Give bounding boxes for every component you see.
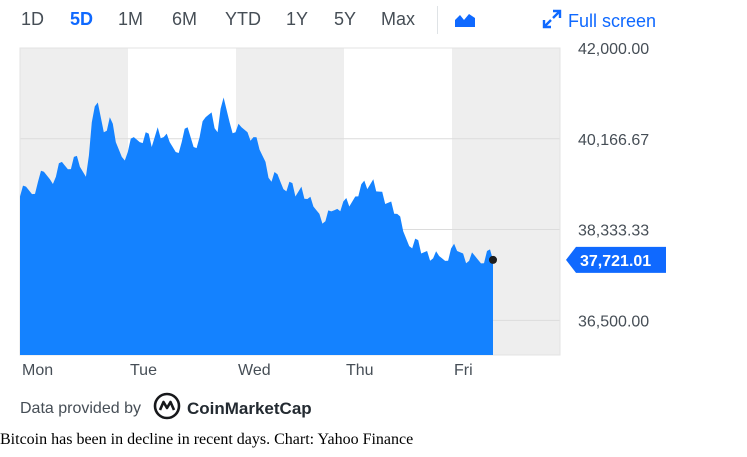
y-tick-label: 36,500.00 bbox=[578, 313, 649, 330]
y-tick-label: 40,166.67 bbox=[578, 132, 649, 149]
range-button-5y[interactable]: 5Y bbox=[334, 9, 357, 29]
range-button-ytd[interactable]: YTD bbox=[225, 9, 261, 29]
x-tick-label: Mon bbox=[22, 362, 53, 379]
y-tick-label: 42,000.00 bbox=[578, 41, 649, 58]
x-tick-label: Thu bbox=[346, 362, 374, 379]
area-chart-icon[interactable] bbox=[454, 11, 476, 32]
x-tick-label: Tue bbox=[130, 362, 157, 379]
coinmarketcap-name: CoinMarketCap bbox=[186, 398, 312, 418]
last-price-dot bbox=[489, 255, 497, 264]
figure-caption: Bitcoin has been in decline in recent da… bbox=[0, 431, 414, 448]
expand-arrows-icon bbox=[542, 9, 562, 34]
x-tick-label: Fri bbox=[454, 362, 473, 379]
x-tick-label: Wed bbox=[238, 362, 271, 379]
data-provided-label: Data provided by bbox=[20, 399, 141, 417]
last-price-badge bbox=[566, 246, 666, 273]
range-button-max[interactable]: Max bbox=[381, 9, 416, 29]
range-button-5d[interactable]: 5D bbox=[70, 9, 94, 29]
data-attribution: Data provided by CoinMarketCap bbox=[20, 392, 312, 425]
range-button-1y[interactable]: 1Y bbox=[286, 9, 309, 29]
range-button-6m[interactable]: 6M bbox=[172, 9, 198, 29]
price-area bbox=[20, 97, 493, 355]
coinmarketcap-link[interactable]: CoinMarketCap bbox=[153, 392, 312, 425]
range-button-1d[interactable]: 1D bbox=[21, 9, 45, 29]
fullscreen-button[interactable]: Full screen bbox=[542, 9, 656, 34]
coinmarketcap-logo-icon bbox=[153, 392, 181, 425]
last-price-label: 37,721.01 bbox=[580, 253, 651, 270]
fullscreen-label: Full screen bbox=[568, 11, 657, 31]
toolbar-divider bbox=[437, 6, 438, 34]
price-chart[interactable]: 42,000.00 40,166.67 38,333.33 36,500.00 37,7… bbox=[0, 40, 680, 385]
range-button-1m[interactable]: 1M bbox=[118, 9, 144, 29]
y-tick-label: 38,333.33 bbox=[578, 223, 649, 240]
chart-toolbar: 1D 5D 1M 6M YTD 1Y 5Y Max Full screen bbox=[0, 0, 680, 40]
